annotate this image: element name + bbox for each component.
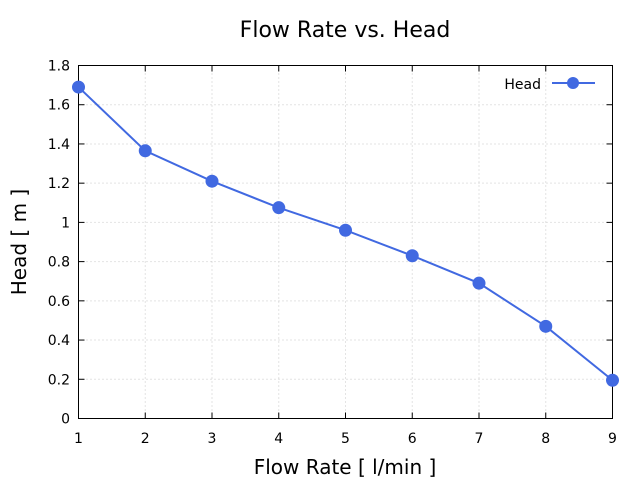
grid-lines: [78, 65, 613, 419]
y-tick-label: 1.6: [48, 98, 70, 114]
legend-marker-head: [567, 77, 579, 89]
data-point: [339, 223, 352, 237]
legend-label-head: Head: [504, 77, 541, 93]
x-tick-label: 8: [541, 431, 550, 447]
y-tick-label: 1.4: [48, 137, 70, 153]
x-tick-label: 9: [608, 431, 617, 447]
x-tick-label: 7: [475, 431, 484, 447]
x-tick-labels: 1 2 3 4 5 6 7 8 9: [74, 431, 617, 447]
x-tick-label: 6: [408, 431, 417, 447]
y-tick-label: 1: [61, 215, 70, 231]
data-point: [405, 249, 419, 263]
chart-title: Flow Rate vs. Head: [240, 18, 451, 43]
y-tick-label: 0.4: [48, 333, 70, 349]
data-point: [272, 201, 286, 215]
axis-ticks: [78, 65, 613, 419]
x-tick-label: 2: [141, 431, 150, 447]
y-tick-label: 0.2: [48, 372, 70, 388]
series-head: [72, 80, 619, 387]
data-point: [606, 373, 619, 387]
data-point: [472, 276, 486, 290]
y-tick-label: 1.8: [48, 59, 70, 75]
y-tick-label: 1.2: [48, 176, 70, 192]
y-tick-label: 0.6: [48, 294, 70, 310]
y-tick-label: 0.8: [48, 255, 70, 271]
data-point: [72, 80, 85, 94]
x-tick-label: 5: [341, 431, 350, 447]
y-tick-label: 0: [61, 412, 70, 428]
legend: Head: [504, 77, 595, 93]
x-axis-label: Flow Rate [ l/min ]: [254, 455, 437, 479]
data-point: [205, 174, 219, 188]
x-tick-label: 1: [74, 431, 83, 447]
x-tick-label: 4: [274, 431, 283, 447]
y-axis-label: Head [ m ]: [7, 189, 31, 295]
data-point: [539, 319, 553, 333]
data-point: [138, 144, 152, 158]
x-tick-label: 3: [208, 431, 217, 447]
y-tick-labels: 0 0.2 0.4 0.6 0.8 1 1.2 1.4 1.6 1.8: [48, 59, 70, 428]
